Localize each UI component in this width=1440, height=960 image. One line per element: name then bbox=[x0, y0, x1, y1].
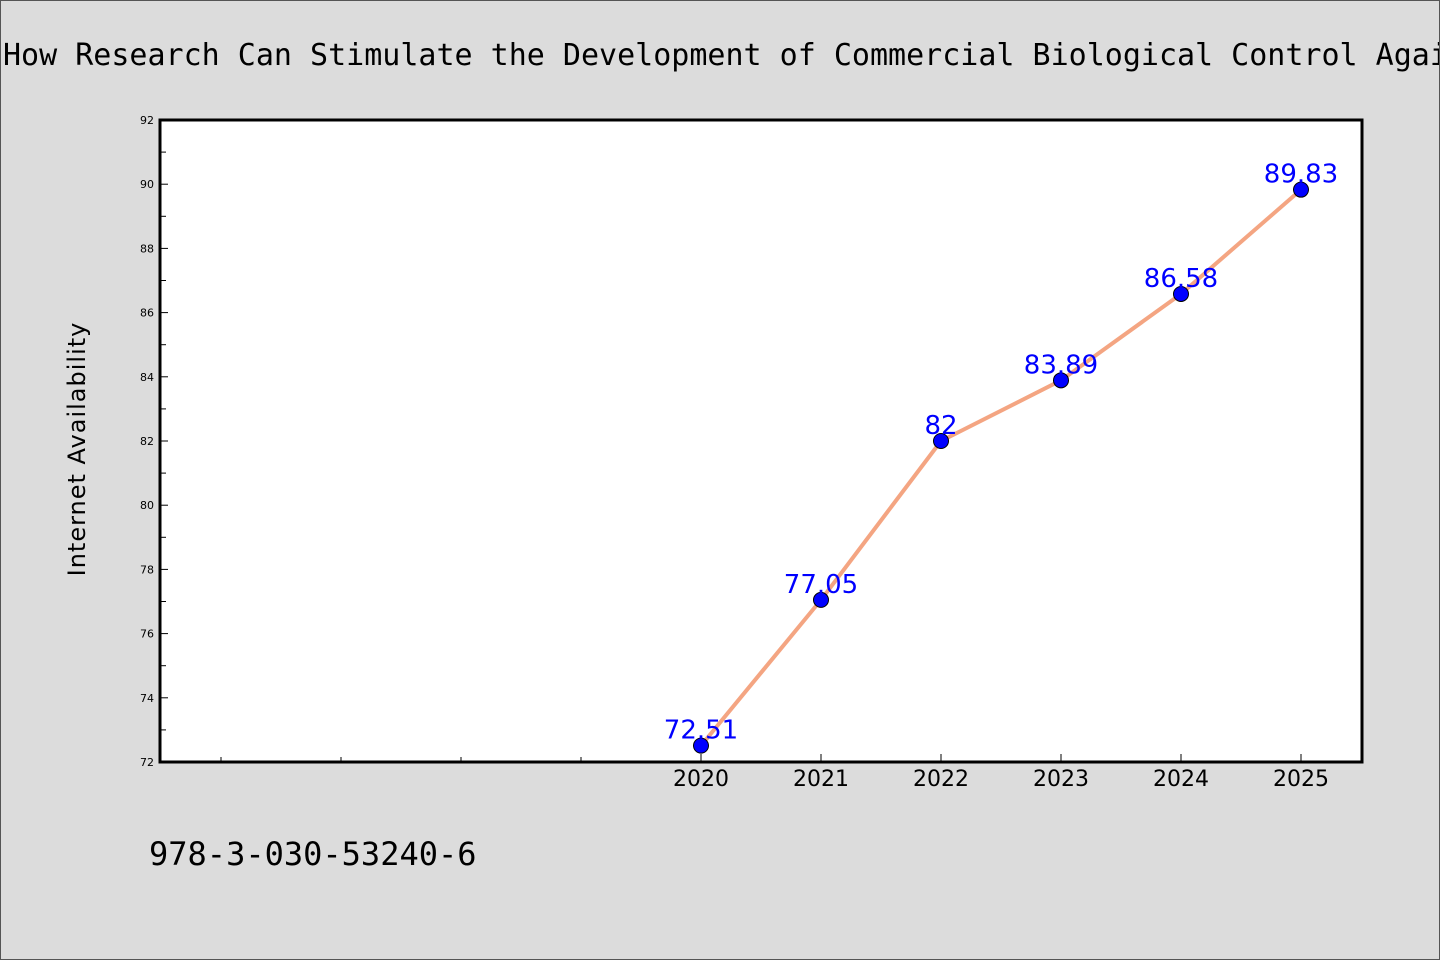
data-point-marker bbox=[1293, 181, 1309, 198]
data-point-marker bbox=[933, 433, 949, 449]
isbn-label: 978-3-030-53240-6 bbox=[149, 835, 477, 873]
y-tick-label: 92 bbox=[140, 114, 154, 127]
plot-frame bbox=[158, 118, 1364, 764]
y-tick-label: 82 bbox=[140, 435, 154, 448]
data-point-marker bbox=[813, 591, 829, 608]
y-tick-label: 90 bbox=[140, 178, 154, 191]
y-tick-label: 78 bbox=[140, 563, 154, 576]
y-tick-label: 88 bbox=[140, 242, 154, 255]
x-axis: 2020 2021 2022 2023 2024 2025 bbox=[220, 754, 1329, 792]
series-line bbox=[699, 187, 1303, 748]
y-tick-label: 80 bbox=[140, 499, 154, 512]
y-axis-label: Internet Availability bbox=[63, 322, 91, 577]
plot-area bbox=[160, 120, 1362, 762]
data-point-marker bbox=[693, 737, 709, 754]
y-tick-label: 86 bbox=[140, 307, 154, 320]
x-tick-label: 2023 bbox=[1033, 767, 1089, 792]
x-tick-label: 2021 bbox=[793, 767, 849, 792]
y-tick-label: 76 bbox=[140, 628, 154, 641]
y-tick-label: 84 bbox=[140, 371, 154, 384]
x-tick-label: 2020 bbox=[673, 767, 729, 792]
data-label: 86.58 bbox=[1144, 264, 1218, 294]
data-label: 83.89 bbox=[1024, 350, 1098, 380]
x-tick-label: 2022 bbox=[913, 767, 969, 792]
y-tick-label: 72 bbox=[140, 756, 154, 769]
data-label: 77.05 bbox=[784, 570, 858, 600]
data-label: 89.83 bbox=[1264, 160, 1338, 190]
data-label: 82 bbox=[924, 411, 957, 441]
data-point-marker bbox=[1053, 372, 1069, 389]
y-axis: 72 74 76 78 80 82 84 86 88 90 92 bbox=[140, 114, 168, 769]
series-layer: 72.51 77.05 82 83.89 86.58 89.83 bbox=[664, 160, 1338, 754]
data-label: 72.51 bbox=[664, 716, 738, 746]
x-tick-label: 2025 bbox=[1273, 767, 1329, 792]
x-tick-label: 2024 bbox=[1153, 767, 1209, 792]
data-point-marker bbox=[1173, 285, 1189, 302]
y-tick-label: 74 bbox=[140, 692, 154, 705]
chart-title: How Research Can Stimulate the Developme… bbox=[3, 38, 1440, 73]
